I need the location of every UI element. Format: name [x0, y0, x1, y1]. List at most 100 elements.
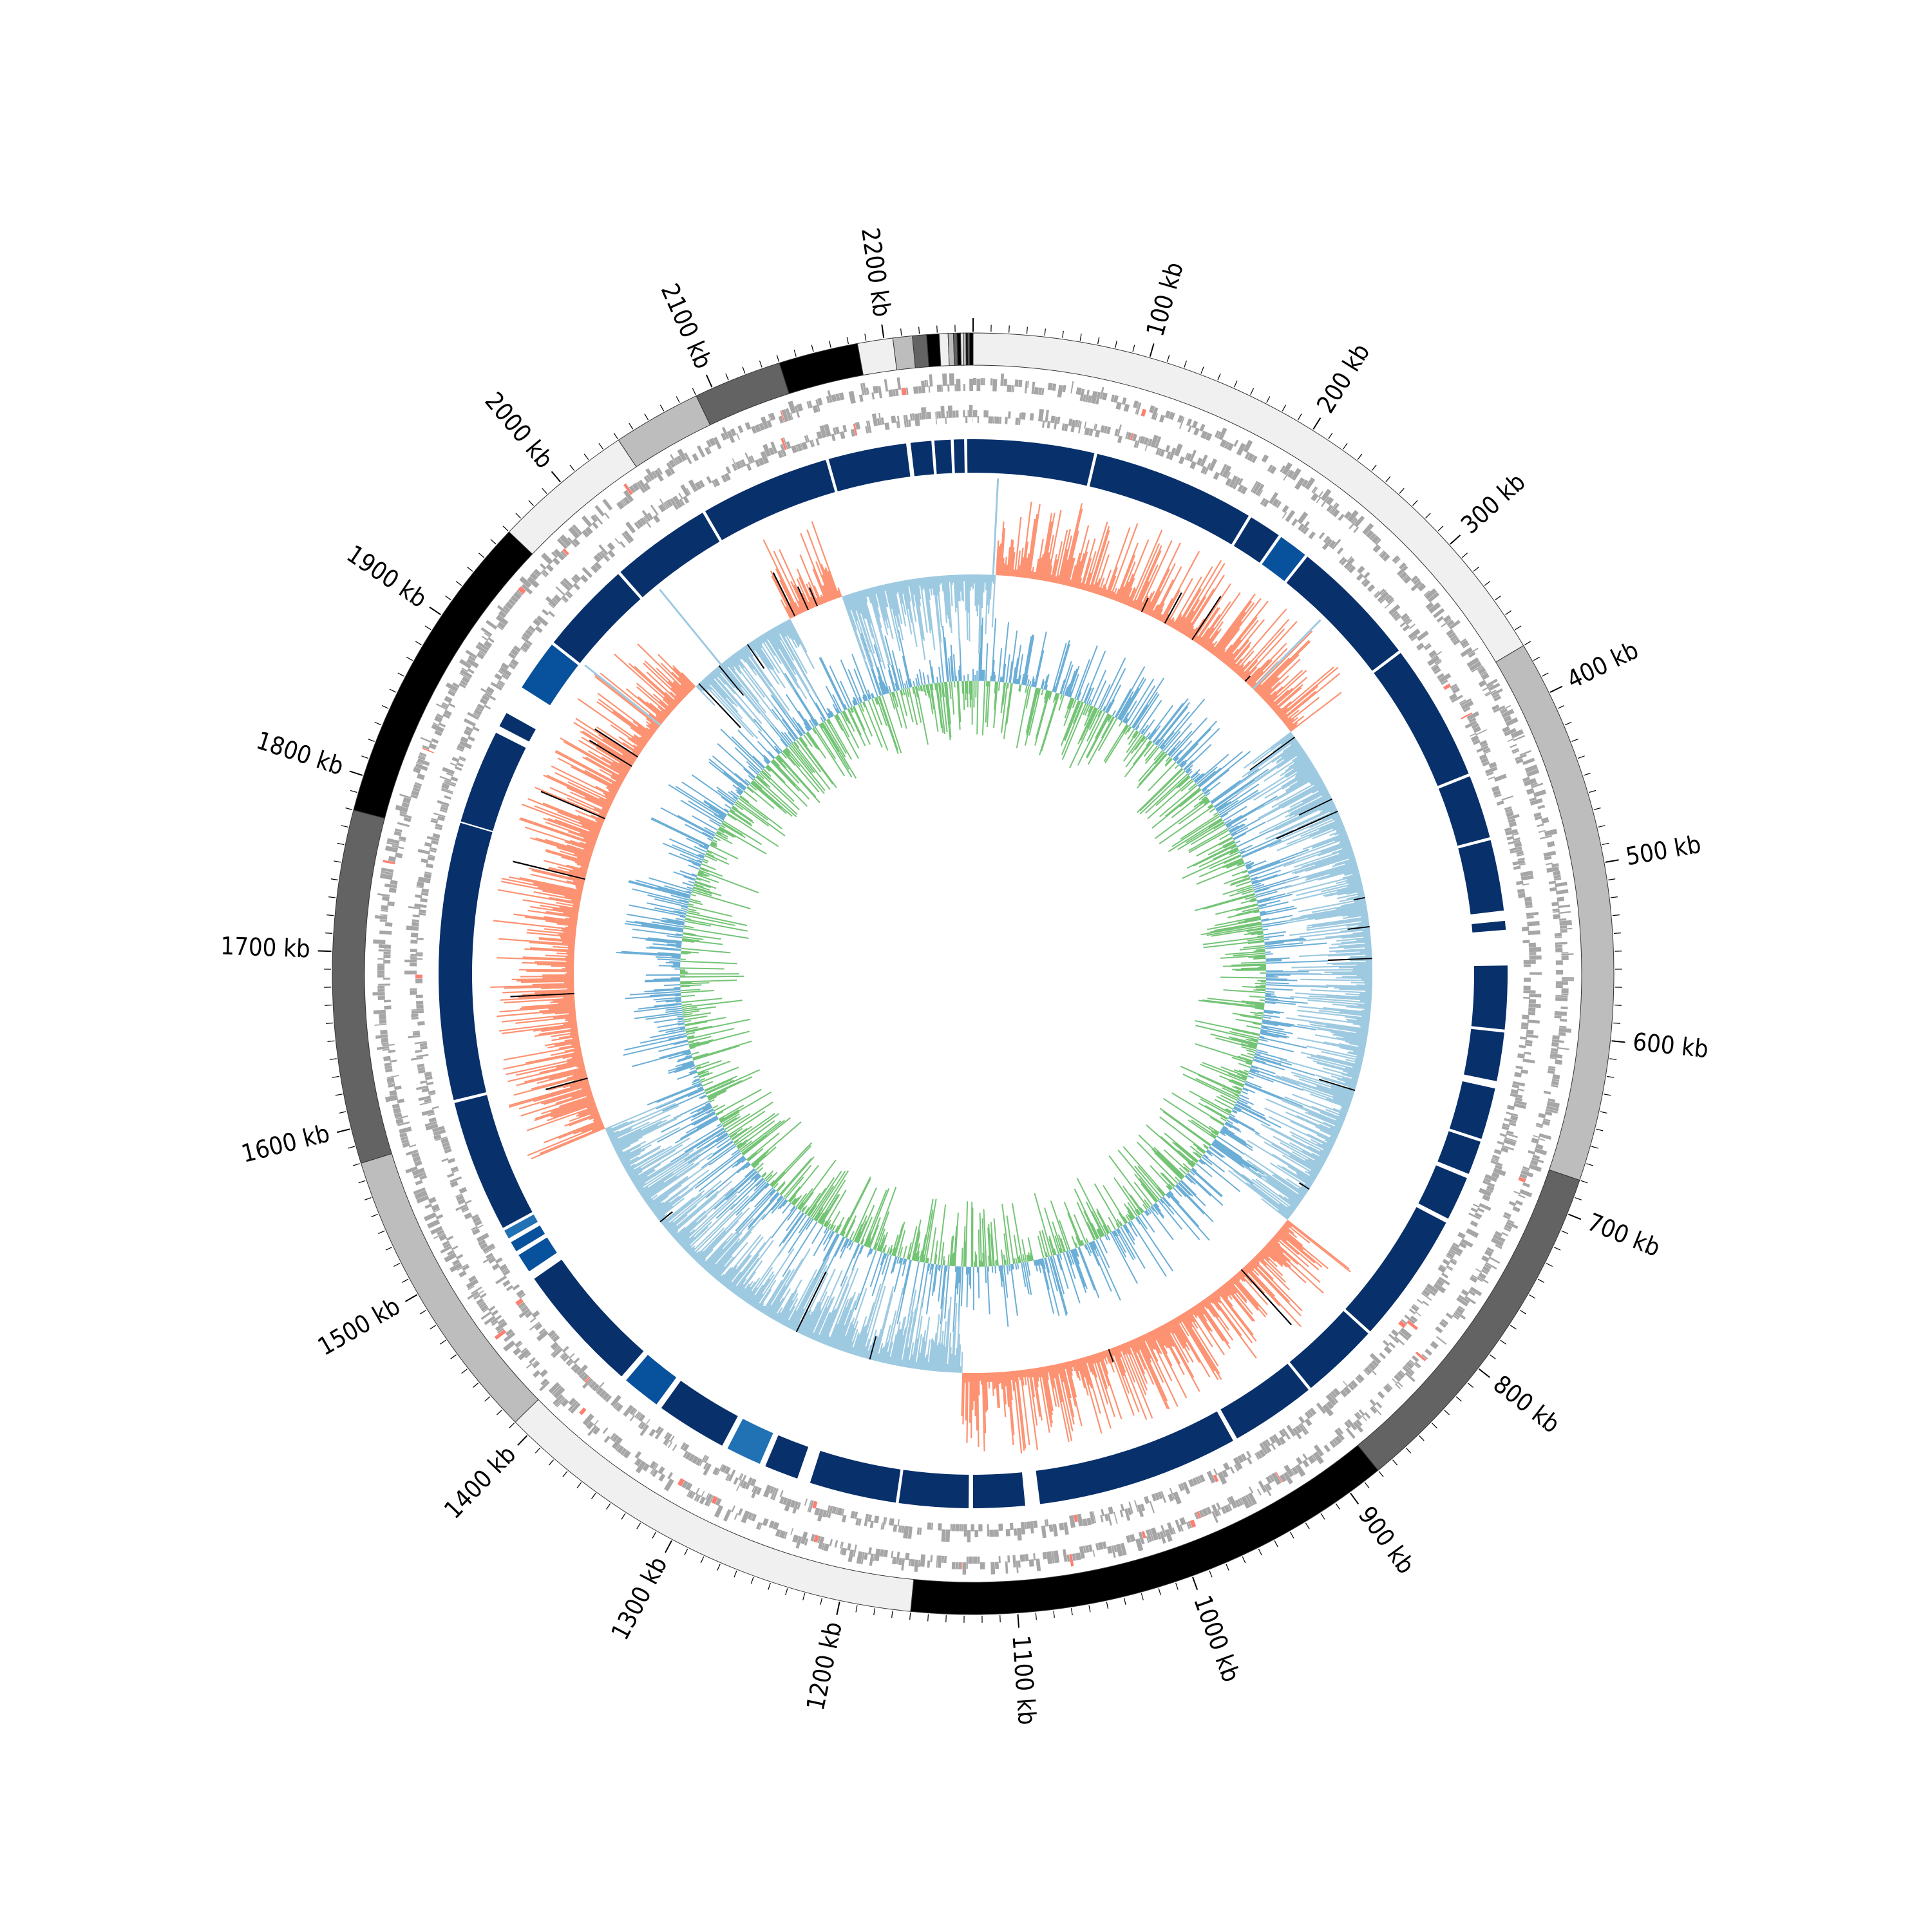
- gc-content-bar: [938, 1265, 943, 1302]
- gc-content-bar: [1195, 1077, 1239, 1099]
- gc-content-bar: [788, 1217, 812, 1253]
- gc-skew-bar: [1054, 1364, 1063, 1403]
- gc-content-bar: [1218, 799, 1239, 814]
- cds-feature: [1015, 417, 1019, 425]
- gc-content-bar: [1132, 741, 1152, 765]
- gc-content-bar: [710, 843, 716, 848]
- gc-content-bar: [1091, 1223, 1100, 1239]
- gc-skew-bar: [1341, 939, 1371, 943]
- gc-content-bar: [752, 1146, 777, 1168]
- gc-content-bar: [1080, 1240, 1084, 1246]
- gc-skew-bar: [1309, 995, 1372, 1001]
- gc-content-bar: [728, 791, 739, 800]
- gc-content-bar: [956, 1266, 960, 1295]
- gc-content-bar: [805, 732, 818, 749]
- gc-skew-bar: [1336, 937, 1371, 942]
- gc-content-bar: [681, 781, 729, 813]
- cds-feature: [1523, 964, 1531, 967]
- gc-content-bar: [884, 1253, 887, 1260]
- gc-skew-bar: [1296, 1171, 1314, 1184]
- gc-skew-bar: [925, 1339, 931, 1370]
- gc-content-bar: [705, 853, 730, 865]
- gc-content-bar: [727, 813, 779, 848]
- gc-content-bar: [806, 732, 820, 751]
- gc-content-bar: [1249, 1068, 1260, 1074]
- gc-skew-bar: [1249, 736, 1296, 771]
- gc-skew-bar: [1032, 1368, 1041, 1417]
- gc-content-bar: [1209, 922, 1262, 933]
- cds-feature: [926, 412, 932, 419]
- gc-content-bar: [1083, 650, 1106, 703]
- gc-skew-bar: [1008, 539, 1013, 576]
- gc-content-bar: [859, 703, 864, 712]
- gc-skew-bar: [1266, 1175, 1302, 1202]
- gc-skew-bar: [1097, 577, 1105, 595]
- gc-skew-bar: [1139, 540, 1173, 611]
- cds-feature: [1442, 1258, 1450, 1266]
- gc-content-bar: [784, 672, 819, 726]
- gc-content-bar: [1264, 942, 1303, 947]
- gc-skew-bar: [1273, 687, 1302, 712]
- gc-content-bar: [1024, 688, 1039, 746]
- gc-skew-bar: [1271, 1143, 1321, 1172]
- gc-content-bar: [927, 684, 934, 715]
- gc-content-bar: [1246, 928, 1263, 933]
- gc-skew-bar: [1011, 1370, 1015, 1391]
- gc-skew-bar: [1001, 1372, 1007, 1417]
- gc-skew-bar: [1346, 922, 1370, 927]
- gc-content-bar: [1233, 1069, 1249, 1076]
- gc-content-bar: [1052, 686, 1056, 692]
- cds-feature: [1119, 1510, 1124, 1518]
- gc-content-bar: [707, 1076, 753, 1099]
- gc-skew-bar: [1076, 551, 1088, 589]
- gc-content-bar: [1237, 886, 1253, 893]
- gc-content-bar: [1059, 679, 1066, 694]
- gc-skew-bar: [1214, 1291, 1221, 1300]
- gc-skew-bar: [1316, 1086, 1353, 1100]
- gc-skew-bar: [1246, 1139, 1315, 1182]
- gc-content-bar: [1072, 699, 1077, 708]
- gc-content-bar: [815, 702, 827, 721]
- gc-content-bar: [892, 1256, 898, 1273]
- gc-content-bar: [1147, 779, 1193, 820]
- gc-content-bar: [784, 748, 800, 768]
- gc-content-bar: [1006, 1215, 1015, 1264]
- gc-skew-bar: [1180, 611, 1195, 633]
- gc-content-bar: [871, 1253, 887, 1296]
- gc-skew-bar: [803, 1268, 836, 1336]
- gc-skew-bar: [1323, 1041, 1365, 1051]
- gc-content-bar: [769, 1180, 775, 1186]
- gc-content-bar: [1203, 940, 1265, 949]
- gc-skew-bar: [1245, 1265, 1276, 1297]
- gc-content-bar: [857, 703, 873, 737]
- gc-skew-bar: [1236, 1272, 1246, 1282]
- gc-content-bar: [1209, 1116, 1224, 1126]
- gc-skew-bar: [808, 1309, 822, 1338]
- gc-skew-bar: [1257, 773, 1320, 810]
- gc-content-bar: [657, 952, 681, 955]
- gc-content-bar: [1159, 805, 1214, 845]
- gc-skew-bar: [1180, 1314, 1222, 1380]
- gc-content-bar: [1040, 1258, 1055, 1314]
- gc-content-bar: [1124, 741, 1153, 778]
- cds-feature: [412, 914, 420, 918]
- gc-skew-bar: [1276, 750, 1305, 770]
- gc-skew-bar: [762, 539, 800, 615]
- gc-skew-bar: [1289, 787, 1327, 808]
- gc-skew-bar: [1258, 676, 1278, 696]
- homology-block: [620, 513, 720, 598]
- gc-content-bar: [646, 947, 681, 951]
- gc-skew-bar: [1215, 598, 1262, 658]
- gc-content-bar: [739, 782, 747, 789]
- gc-content-bar: [1231, 845, 1237, 849]
- gc-skew-bar: [1285, 755, 1309, 772]
- gc-content-bar: [1244, 860, 1251, 865]
- gc-content-bar: [835, 708, 840, 714]
- gc-content-bar: [1211, 1130, 1218, 1136]
- gc-skew-bar: [1288, 851, 1354, 873]
- gc-content-bar: [680, 975, 744, 978]
- gc-skew-bar: [1040, 1367, 1052, 1428]
- gc-content-bar: [1182, 1074, 1238, 1101]
- gc-content-bar: [1244, 1083, 1303, 1108]
- gc-skew-bar: [1261, 1249, 1269, 1258]
